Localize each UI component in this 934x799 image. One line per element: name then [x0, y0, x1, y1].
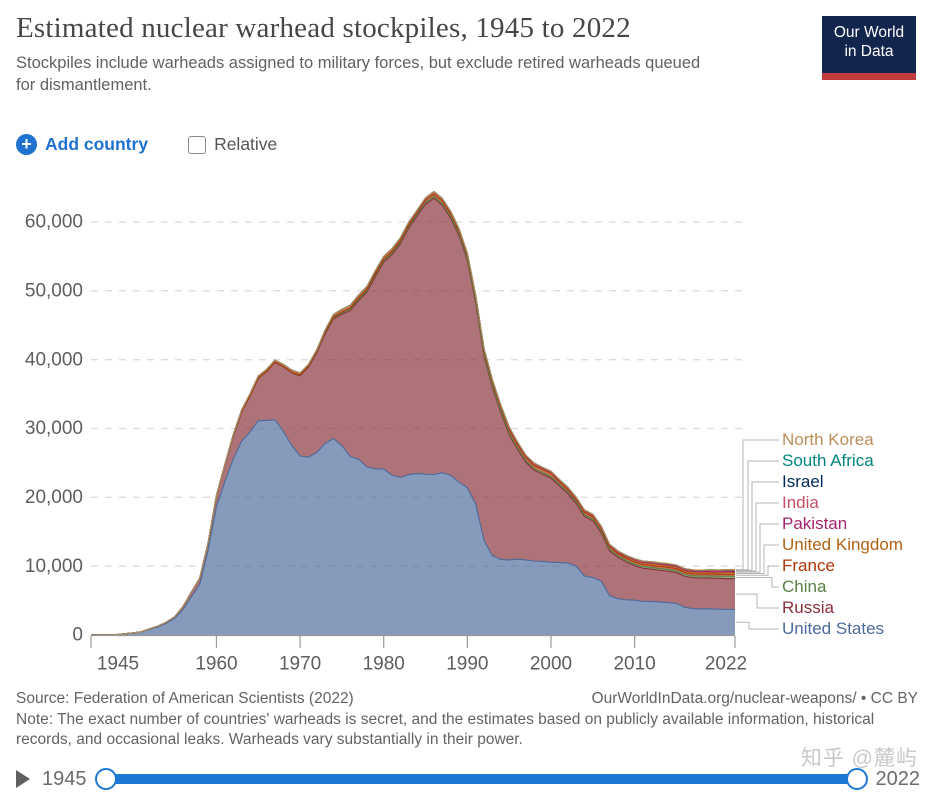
legend-item-russia[interactable]: Russia [782, 598, 834, 617]
legend-item-israel[interactable]: Israel [782, 472, 824, 491]
timeline-handle-start[interactable] [94, 768, 117, 790]
relative-checkbox[interactable] [188, 135, 207, 154]
owid-logo-line1: Our World [833, 24, 905, 41]
legend-item-south-africa[interactable]: South Africa [782, 451, 874, 470]
add-country-button[interactable]: + Add country [16, 134, 148, 155]
attribution-text: OurWorldInData.org/nuclear-weapons/ • CC… [591, 690, 918, 707]
chart-header: Estimated nuclear warhead stockpiles, 19… [16, 12, 796, 97]
play-icon[interactable] [16, 770, 30, 788]
legend-connector [736, 593, 779, 609]
x-tick-label: 1980 [363, 654, 405, 675]
legend-connector [736, 565, 779, 576]
legend-connector [736, 439, 779, 571]
watermark: 知乎 @麓屿 [800, 747, 918, 770]
legend-connector [736, 577, 779, 588]
legend-item-india[interactable]: India [782, 493, 819, 512]
chart-footer: Source: Federation of American Scientist… [16, 690, 918, 750]
legend-connector [736, 460, 779, 571]
plus-icon: + [16, 134, 37, 155]
legend-connector [736, 502, 779, 572]
legend-connector [736, 544, 779, 574]
timeline: 1945 2022 [16, 764, 920, 794]
line-north-korea [90, 190, 736, 636]
legend-item-north-korea[interactable]: North Korea [782, 430, 874, 449]
owid-logo: Our World in Data [822, 16, 916, 80]
area-russia[interactable] [91, 198, 735, 635]
x-tick-label: 1945 [97, 654, 139, 675]
x-tick-label: 2010 [613, 654, 655, 675]
y-tick-label: 10,000 [25, 556, 83, 577]
legend-item-china[interactable]: China [782, 577, 827, 596]
legend-item-united-states[interactable]: United States [782, 619, 885, 638]
page-subtitle: Stockpiles include warheads assigned to … [16, 54, 701, 94]
legend-item-france[interactable]: France [782, 556, 835, 575]
y-tick-label: 40,000 [25, 349, 83, 370]
x-tick-label: 1970 [279, 654, 321, 675]
note-text: Note: The exact number of countries' war… [16, 711, 875, 749]
y-tick-label: 0 [72, 625, 83, 646]
chart-controls: + Add country Relative [16, 134, 277, 155]
y-tick-label: 50,000 [25, 280, 83, 301]
y-tick-label: 30,000 [25, 418, 83, 439]
legend-connector [736, 481, 779, 571]
timeline-start-year: 1945 [42, 767, 87, 790]
timeline-slider-track[interactable] [104, 774, 858, 784]
owid-logo-line2: in Data [844, 43, 894, 60]
x-tick-label: 1990 [446, 654, 488, 675]
page-title: Estimated nuclear warhead stockpiles, 19… [16, 12, 631, 44]
timeline-handle-end[interactable] [845, 768, 868, 790]
timeline-slider[interactable] [94, 768, 868, 790]
legend-item-united-kingdom[interactable]: United Kingdom [782, 535, 903, 554]
legend-item-pakistan[interactable]: Pakistan [782, 514, 848, 533]
relative-label: Relative [214, 134, 278, 154]
legend-connector [736, 621, 779, 630]
line-united-states [90, 419, 735, 636]
x-tick-label: 2022 [705, 654, 747, 675]
source-text: Source: Federation of American Scientist… [16, 690, 354, 707]
area-united-states[interactable] [91, 419, 735, 635]
x-tick-label: 2000 [530, 654, 572, 675]
legend-connector [736, 523, 779, 573]
add-country-label: Add country [45, 134, 149, 154]
relative-toggle[interactable]: Relative [188, 134, 277, 155]
y-tick-label: 60,000 [25, 212, 83, 233]
y-tick-label: 20,000 [25, 487, 83, 508]
timeline-end-year: 2022 [875, 767, 921, 790]
x-tick-label: 1960 [195, 654, 237, 675]
